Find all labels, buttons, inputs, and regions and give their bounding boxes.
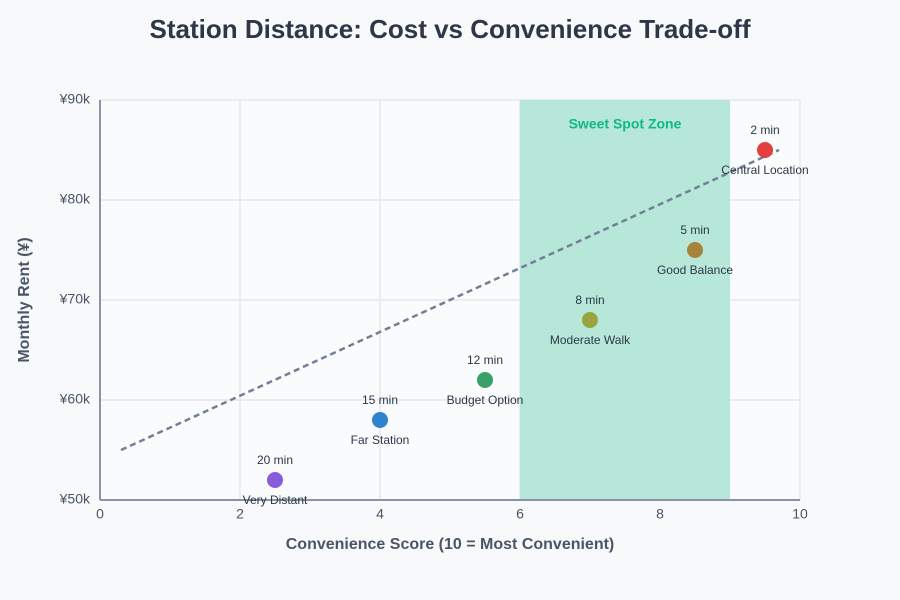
point-name: Central Location <box>721 163 808 177</box>
point-time: 2 min <box>750 123 779 137</box>
data-point <box>757 142 773 158</box>
x-axis-label: Convenience Score (10 = Most Convenient) <box>286 536 615 553</box>
trend-line <box>120 148 780 452</box>
point-name: Very Distant <box>243 493 308 507</box>
y-tick-label: ¥90k <box>59 91 91 107</box>
data-point <box>582 312 598 328</box>
point-name: Budget Option <box>447 393 524 407</box>
point-time: 8 min <box>575 293 604 307</box>
data-point <box>687 242 703 258</box>
point-time: 5 min <box>680 223 709 237</box>
zone-layer: Sweet Spot Zone <box>520 100 730 500</box>
y-tick-label: ¥70k <box>59 291 91 307</box>
point-time: 20 min <box>257 453 293 467</box>
sweet-spot-zone <box>520 100 730 500</box>
data-point <box>477 372 493 388</box>
x-tick-label: 8 <box>656 506 664 522</box>
x-tick-label: 0 <box>96 506 104 522</box>
marks: 20 min Very Distant 15 min Far Station 12 mi… <box>120 123 809 507</box>
zone-label: Sweet Spot Zone <box>569 116 682 132</box>
point-name: Good Balance <box>657 263 733 277</box>
point-time: 12 min <box>467 353 503 367</box>
point-name: Moderate Walk <box>550 333 631 347</box>
data-point <box>372 412 388 428</box>
x-tick-label: 6 <box>516 506 524 522</box>
y-tick-label: ¥80k <box>59 191 91 207</box>
x-tick-label: 4 <box>376 506 384 522</box>
y-tick-label: ¥50k <box>59 491 91 507</box>
x-tick-label: 10 <box>792 506 808 522</box>
chart-title: Station Distance: Cost vs Convenience Tr… <box>149 14 750 44</box>
y-axis-label: Monthly Rent (¥) <box>16 237 33 362</box>
data-point <box>267 472 283 488</box>
point-name: Far Station <box>351 433 410 447</box>
y-tick-label: ¥60k <box>59 391 91 407</box>
x-tick-label: 2 <box>236 506 244 522</box>
point-time: 15 min <box>362 393 398 407</box>
axes: ¥50k ¥60k ¥70k ¥80k ¥90k 0 2 4 6 8 10 <box>59 91 808 522</box>
